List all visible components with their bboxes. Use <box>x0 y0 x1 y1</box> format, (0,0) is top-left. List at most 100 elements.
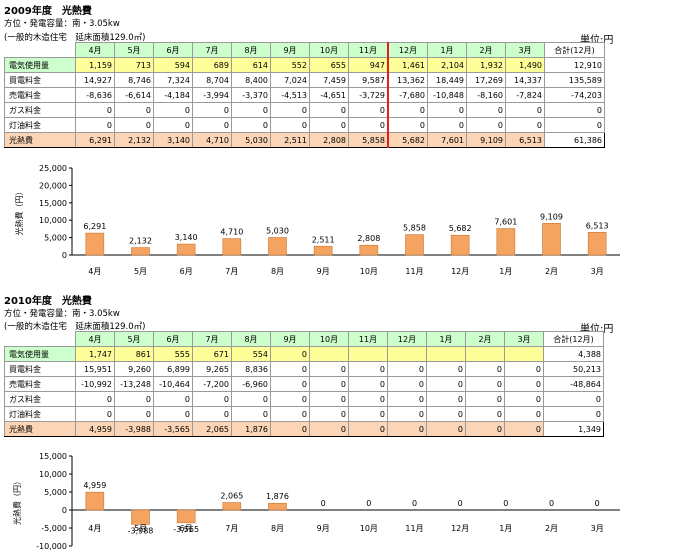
month-header: 4月 <box>75 42 115 58</box>
table-cell: 0 <box>231 117 271 133</box>
table-row: ガス料金 0 0 0 0 0 0 0 0 0 0 0 0 0 <box>4 391 604 407</box>
table-cell: 0 <box>153 102 193 118</box>
bar <box>222 502 242 511</box>
header-corner <box>4 331 76 347</box>
data-label: 2,808 <box>357 234 380 243</box>
table-cell: 0 <box>309 117 349 133</box>
total-header: 合計(12月) <box>543 331 604 347</box>
table-cell: -4,513 <box>270 87 310 103</box>
table-cell: 8,704 <box>192 72 232 88</box>
table-cell: 0 <box>504 421 544 437</box>
table-cell: -10,992 <box>75 376 115 392</box>
table-row: 灯油料金 0 0 0 0 0 0 0 0 0 0 0 0 0 <box>4 117 605 133</box>
table-row: 灯油料金 0 0 0 0 0 0 0 0 0 0 0 0 0 <box>4 406 604 422</box>
bar <box>450 234 470 256</box>
table-cell: 0 <box>270 102 310 118</box>
table-cell: 0 <box>114 391 154 407</box>
table-cell: 0 <box>270 346 310 362</box>
table-cell: 0 <box>505 102 545 118</box>
table-cell: 17,269 <box>466 72 506 88</box>
table-cell: 0 <box>465 376 505 392</box>
table-cell: 1,490 <box>505 57 545 73</box>
total-cell: 0 <box>544 117 605 133</box>
table-cell: 0 <box>466 102 506 118</box>
table-cell: 0 <box>348 421 388 437</box>
data-label: 0 <box>366 499 371 508</box>
x-tick-label: 5月 <box>134 524 147 533</box>
x-tick-label: 3月 <box>591 267 604 276</box>
y-tick-label: -5,000 <box>41 524 67 533</box>
table-cell: 0 <box>114 406 154 422</box>
x-tick-label: 1月 <box>499 524 512 533</box>
data-label: 5,682 <box>449 224 472 233</box>
row-label: 灯油料金 <box>4 117 76 133</box>
x-tick-label: 12月 <box>451 524 469 533</box>
table-cell: 5,682 <box>387 132 428 148</box>
x-tick-label: 8月 <box>271 524 284 533</box>
data-label: 0 <box>595 499 600 508</box>
table-cell <box>504 346 544 362</box>
table-cell: 0 <box>75 391 115 407</box>
total-cell: 0 <box>543 406 604 422</box>
total-cell: 0 <box>544 102 605 118</box>
bar <box>131 509 150 525</box>
table-cell: 9,265 <box>192 361 232 377</box>
month-header: 7月 <box>192 331 232 347</box>
table-cell: 0 <box>192 391 232 407</box>
data-label: 1,876 <box>266 492 289 501</box>
table-cell: 9,587 <box>348 72 389 88</box>
y-tick-label: 0 <box>62 506 67 515</box>
table-cell: 7,024 <box>270 72 310 88</box>
table-cell: 0 <box>114 117 154 133</box>
table-cell: 0 <box>153 117 193 133</box>
table-cell: 0 <box>387 117 428 133</box>
total-cell: -74,203 <box>544 87 605 103</box>
table-cell: 689 <box>192 57 232 73</box>
table-row-utility-total: 光熱費 4,959 -3,988 -3,565 2,065 1,876 0 0 … <box>4 421 604 437</box>
data-label: 4,710 <box>220 228 243 237</box>
month-header: 1月 <box>427 42 467 58</box>
table-cell: -4,651 <box>309 87 349 103</box>
row-label: 買電料金 <box>4 72 76 88</box>
month-header: 2月 <box>465 331 505 347</box>
row-label: ガス料金 <box>4 102 76 118</box>
data-label: 0 <box>503 499 508 508</box>
header-corner <box>4 42 76 58</box>
table-cell: -7,200 <box>192 376 232 392</box>
table-cell: 0 <box>231 406 271 422</box>
row-label: ガス料金 <box>4 391 76 407</box>
table-cell: -3,565 <box>153 421 193 437</box>
month-header: 12月 <box>387 331 427 347</box>
table-cell: 6,291 <box>75 132 115 148</box>
table-cell: -4,184 <box>153 87 193 103</box>
table-cell: 0 <box>504 406 544 422</box>
data-label: 2,065 <box>220 492 243 501</box>
data-label: 5,858 <box>403 224 426 233</box>
table-cell: -3,994 <box>192 87 232 103</box>
table-cell: 2,065 <box>192 421 232 437</box>
table-cell: 0 <box>192 406 232 422</box>
x-tick-label: 11月 <box>405 267 423 276</box>
table-row: 買電料金 14,927 8,746 7,324 8,704 8,400 7,02… <box>4 72 605 88</box>
table-cell: 0 <box>231 102 271 118</box>
bar <box>496 228 516 256</box>
total-cell: -48,864 <box>543 376 604 392</box>
table-cell: -3,370 <box>231 87 271 103</box>
table-cell: 3,140 <box>153 132 193 148</box>
month-header: 8月 <box>231 331 271 347</box>
table-cell: 0 <box>192 117 232 133</box>
table-cell: 0 <box>465 421 505 437</box>
table-cell: 0 <box>465 391 505 407</box>
data-label: 7,601 <box>494 218 517 227</box>
bar <box>268 237 287 256</box>
data-label: -3,565 <box>173 525 199 534</box>
bar <box>176 509 196 524</box>
data-label: -3,988 <box>128 526 154 535</box>
month-header: 9月 <box>270 42 310 58</box>
unit-label: 単位:円 <box>580 324 614 335</box>
table-cell: 0 <box>270 361 310 377</box>
table-cell: 1,747 <box>75 346 115 362</box>
table-cell: 554 <box>231 346 271 362</box>
section-title: 2009年度 光熱費 <box>4 6 92 17</box>
month-header: 1月 <box>426 331 466 347</box>
